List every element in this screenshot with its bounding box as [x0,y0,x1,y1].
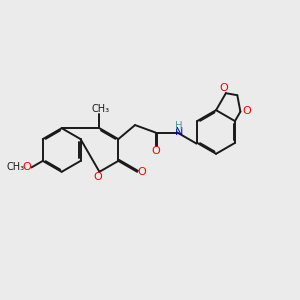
Text: O: O [138,167,146,177]
Text: CH₃: CH₃ [92,103,110,114]
Text: O: O [219,83,228,93]
Text: O: O [22,162,31,172]
Text: N: N [175,127,183,137]
Text: O: O [94,172,102,182]
Text: CH₃: CH₃ [6,162,24,172]
Text: H: H [175,121,183,131]
Text: O: O [151,146,160,156]
Text: O: O [242,106,251,116]
